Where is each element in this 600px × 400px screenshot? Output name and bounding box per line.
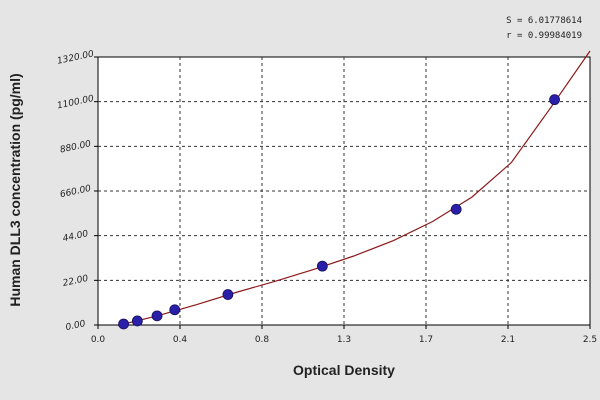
data-point: [118, 318, 129, 330]
x-tick-label: 2.5: [583, 335, 597, 345]
fit-curve: [117, 50, 591, 327]
y-axis-title: Human DLL3 concentration (pg/ml): [7, 73, 23, 306]
x-tick-label: 1.7: [419, 335, 433, 345]
fit-stat-r: r = 0.99984019: [506, 31, 582, 41]
y-tick-label: 660.00: [59, 184, 92, 200]
x-tick-label: 1.3: [337, 335, 351, 345]
data-point: [169, 304, 181, 316]
x-tick-labels: 0.0 0.4 0.8 1.3 1.7 2.1 2.5: [91, 335, 597, 345]
data-point: [549, 94, 560, 106]
fit-stat-s: S = 6.01778614: [506, 16, 582, 26]
data-point: [316, 260, 328, 272]
data-point: [131, 315, 143, 327]
y-tick-labels: 0.00 22.00 44.00 660.00 880.00 1100.00 1320.00: [56, 49, 95, 333]
y-tick-label: 1320.00: [56, 49, 95, 67]
x-tick-label: 0.4: [173, 335, 188, 345]
data-points: [118, 94, 560, 330]
y-tick-label: 44.00: [62, 229, 90, 244]
data-point: [450, 203, 462, 215]
y-tick-label: 880.00: [59, 139, 92, 155]
x-tick-label: 2.1: [501, 335, 515, 345]
grid-lines: [94, 56, 591, 329]
y-tick-label: 0.00: [65, 319, 87, 333]
fit-curve-line: [117, 50, 591, 327]
y-tick-label: 22.00: [62, 274, 90, 289]
y-tick-label: 1100.00: [56, 94, 95, 112]
x-axis-title: Optical Density: [293, 362, 395, 378]
data-point: [222, 289, 234, 300]
x-tick-label: 0.0: [91, 335, 106, 345]
x-tick-label: 0.8: [255, 335, 270, 345]
data-point: [151, 310, 163, 322]
